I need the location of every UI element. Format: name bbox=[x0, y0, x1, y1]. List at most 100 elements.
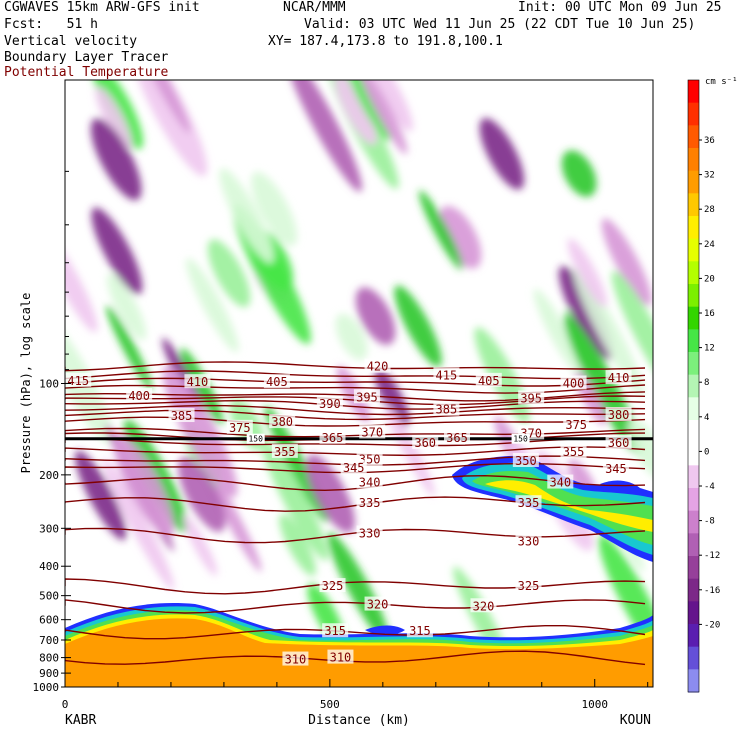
vertical-velocity-cell bbox=[573, 267, 644, 397]
theta-contour bbox=[65, 399, 646, 410]
colorbar-swatch bbox=[688, 533, 699, 557]
colorbar-swatch bbox=[688, 216, 699, 240]
theta-label: 330 bbox=[359, 526, 381, 540]
colorbar-swatch bbox=[688, 646, 699, 670]
org-label: NCAR/MMM bbox=[283, 0, 346, 15]
y-tick-label: 900 bbox=[39, 667, 59, 680]
vertical-velocity-cell bbox=[369, 80, 413, 132]
colorbar-swatch bbox=[688, 669, 699, 693]
vertical-velocity-shading: 415 400 410 405 420 415 405 395 400 410 385 375 380 3… bbox=[65, 80, 653, 687]
theta-label: 340 bbox=[549, 476, 571, 490]
colorbar-swatch bbox=[688, 306, 699, 330]
theta-contour bbox=[65, 404, 646, 416]
theta-contour bbox=[65, 446, 646, 457]
theta-label-bg bbox=[470, 598, 497, 613]
vertical-velocity-cell bbox=[334, 80, 377, 146]
theta-label: 380 bbox=[608, 408, 630, 422]
vertical-velocity-cell bbox=[336, 366, 370, 423]
vertical-velocity-cell bbox=[65, 230, 98, 333]
theta-label: 355 bbox=[274, 445, 296, 459]
vertical-velocity-cell bbox=[133, 80, 191, 133]
valid-time: Valid: 03 UTC Wed 11 Jun 25 (22 CDT Tue … bbox=[304, 17, 696, 32]
vertical-velocity-cell bbox=[305, 454, 355, 533]
theta-label: 415 bbox=[436, 368, 458, 382]
colorbar-swatch bbox=[688, 261, 699, 285]
vertical-velocity-cell bbox=[479, 118, 525, 190]
vertical-velocity-cell bbox=[106, 305, 153, 391]
vertical-velocity-cell bbox=[561, 150, 597, 197]
theta-label-bg bbox=[263, 374, 290, 389]
vertical-velocity-cell bbox=[95, 86, 133, 150]
x-tick-label: 1000 bbox=[581, 698, 608, 711]
colorbar-label: 24 bbox=[704, 240, 715, 250]
potential-temperature-labels: 415 400 410 405 420 415 405 395 400 410 385 375 380 3… bbox=[65, 358, 632, 667]
theta-label-bg bbox=[563, 416, 590, 431]
init-time: Init: 00 UTC Mon 09 Jun 25 bbox=[518, 0, 722, 15]
tracer-label: 150 bbox=[513, 435, 528, 444]
vertical-velocity-cell bbox=[418, 190, 463, 270]
vertical-velocity-cell bbox=[219, 168, 274, 264]
theta-contour bbox=[65, 416, 646, 427]
theta-label-bg bbox=[356, 525, 383, 540]
vertical-velocity-cell bbox=[611, 270, 653, 401]
theta-contour bbox=[65, 474, 646, 492]
theta-label: 405 bbox=[266, 375, 288, 389]
theta-label: 400 bbox=[128, 389, 150, 403]
forecast-hour: Fcst: 51 h bbox=[4, 17, 98, 32]
vertical-velocity-cell bbox=[628, 418, 653, 480]
theta-contour bbox=[65, 361, 646, 372]
vertical-velocity-cell bbox=[130, 80, 208, 177]
colorbar-swatch bbox=[688, 238, 699, 262]
colorbar-label: 8 bbox=[704, 378, 709, 388]
theta-contour bbox=[65, 370, 646, 380]
vertical-velocity-cell bbox=[567, 238, 607, 308]
y-tick-label: 600 bbox=[39, 614, 59, 627]
theta-label: 385 bbox=[436, 403, 458, 417]
vertical-velocity-cell bbox=[358, 80, 408, 155]
y-tick-label: 800 bbox=[39, 652, 59, 665]
theta-label: 410 bbox=[187, 375, 209, 389]
theta-label-bg bbox=[602, 460, 629, 475]
theta-label: 390 bbox=[319, 397, 341, 411]
colorbar-swatch bbox=[688, 193, 699, 217]
theta-label: 320 bbox=[367, 598, 389, 612]
vertical-velocity-cell bbox=[327, 532, 390, 643]
colorbar-swatch bbox=[688, 148, 699, 172]
theta-label: 375 bbox=[229, 421, 251, 435]
vertical-velocity-cell bbox=[102, 458, 175, 590]
theta-label-bg bbox=[406, 623, 433, 638]
theta-label-bg bbox=[126, 388, 153, 403]
distance-axis: 0 500 1000 bbox=[62, 679, 649, 711]
colorbar-swatch bbox=[688, 80, 699, 104]
colorbar-label: 4 bbox=[704, 413, 709, 423]
theta-label-bg bbox=[560, 375, 587, 390]
theta-label: 380 bbox=[271, 415, 293, 429]
theta-label-bg bbox=[547, 474, 574, 489]
theta-label-bg bbox=[340, 460, 367, 475]
theta-label: 310 bbox=[330, 651, 352, 665]
colorbar-swatch bbox=[688, 601, 699, 625]
theta-label-bg bbox=[271, 443, 298, 458]
theta-contour bbox=[65, 527, 646, 544]
colorbar-swatch bbox=[688, 102, 699, 126]
y-axis-label: Pressure (hPa), log scale bbox=[19, 293, 33, 474]
theta-label: 365 bbox=[446, 431, 468, 445]
vertical-velocity-cell bbox=[74, 450, 127, 540]
vertical-velocity-cell bbox=[90, 118, 142, 201]
colorbar-label: 20 bbox=[704, 274, 715, 284]
theta-label: 385 bbox=[171, 409, 193, 423]
colorbar-swatch bbox=[688, 510, 699, 534]
tracer-label-bg bbox=[246, 433, 265, 444]
vertical-velocity-cell bbox=[207, 239, 251, 308]
xy-endpoints: XY= 187.4,173.8 to 191.8,100.1 bbox=[268, 34, 503, 49]
theta-contour bbox=[65, 437, 646, 447]
colorbar-swatch bbox=[688, 578, 699, 602]
vertical-velocity-cell bbox=[264, 406, 329, 523]
x-tick-label: 500 bbox=[320, 698, 340, 711]
colorbar-swatch bbox=[688, 397, 699, 421]
x-end-station: KOUN bbox=[620, 713, 651, 728]
theta-label-bg bbox=[353, 389, 380, 404]
vertical-velocity-cell bbox=[107, 273, 147, 340]
vertical-velocity-cell bbox=[438, 206, 482, 269]
theta-label: 345 bbox=[343, 461, 365, 475]
